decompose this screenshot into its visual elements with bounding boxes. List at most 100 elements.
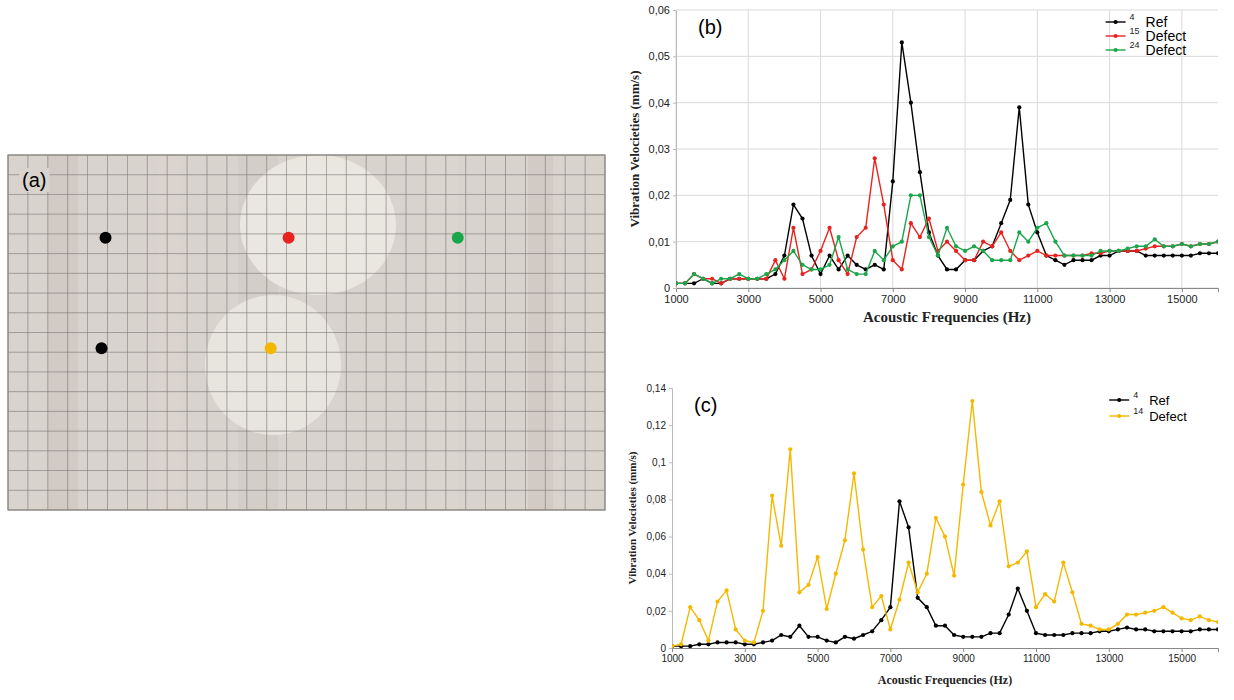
legend-swatch-marker bbox=[1117, 414, 1121, 418]
series-marker bbox=[706, 642, 710, 646]
series-marker bbox=[837, 235, 841, 239]
series-marker bbox=[952, 633, 956, 637]
series-marker bbox=[888, 627, 892, 631]
series-marker bbox=[825, 607, 829, 611]
series-marker bbox=[1180, 253, 1184, 257]
x-axis-title: Acoustic Frequencies (Hz) bbox=[863, 309, 1031, 326]
measurement-point bbox=[100, 232, 112, 244]
figure: (a)1000300050007000900011000130001500000… bbox=[0, 0, 1234, 700]
series-marker bbox=[1180, 629, 1184, 633]
y-tick: 0,08 bbox=[647, 494, 672, 505]
series-marker bbox=[737, 277, 741, 281]
series-marker bbox=[963, 258, 967, 262]
series-marker bbox=[1008, 198, 1012, 202]
series-marker bbox=[998, 499, 1002, 503]
grid-line-y bbox=[8, 431, 605, 432]
series-marker bbox=[1144, 253, 1148, 257]
legend-swatch-marker bbox=[1117, 398, 1121, 402]
series-marker bbox=[934, 516, 938, 520]
series-marker bbox=[746, 277, 750, 281]
x-tick-label: 15000 bbox=[1168, 653, 1196, 664]
series-marker bbox=[737, 272, 741, 276]
series-marker bbox=[710, 281, 714, 285]
legend: 4Ref15Defect24Defect bbox=[1106, 12, 1187, 58]
series-marker bbox=[1098, 249, 1102, 253]
series-marker bbox=[1161, 629, 1165, 633]
plate-background bbox=[8, 155, 605, 510]
series-marker bbox=[809, 253, 813, 257]
series-marker bbox=[809, 267, 813, 271]
series-marker bbox=[782, 277, 786, 281]
series-marker bbox=[855, 272, 859, 276]
series-marker bbox=[873, 263, 877, 267]
y-tick-mark bbox=[669, 499, 672, 500]
x-tick: 3000 bbox=[737, 288, 761, 305]
series-marker bbox=[818, 272, 822, 276]
y-tick-mark bbox=[673, 242, 676, 243]
series-marker bbox=[1152, 629, 1156, 633]
series-marker bbox=[954, 244, 958, 248]
y-tick: 0 bbox=[660, 643, 672, 654]
y-tick: 0,01 bbox=[649, 236, 676, 248]
series-marker bbox=[1198, 614, 1202, 618]
series-marker bbox=[1098, 627, 1102, 631]
series-marker bbox=[764, 272, 768, 276]
y-tick: 0,02 bbox=[649, 189, 676, 201]
x-tick-label: 9000 bbox=[953, 293, 977, 305]
series-marker bbox=[961, 635, 965, 639]
y-tick-label: 0,05 bbox=[649, 50, 670, 62]
y-tick: 0,02 bbox=[647, 606, 672, 617]
series-marker bbox=[1108, 249, 1112, 253]
series-marker bbox=[782, 253, 786, 257]
x-tick-label: 11000 bbox=[1023, 653, 1051, 664]
series-marker bbox=[1189, 253, 1193, 257]
series-marker bbox=[827, 253, 831, 257]
plate-frame bbox=[8, 155, 605, 510]
series-marker bbox=[1144, 244, 1148, 248]
x-tick-label: 11000 bbox=[1023, 293, 1053, 305]
series-marker bbox=[1044, 253, 1048, 257]
series-marker bbox=[825, 638, 829, 642]
x-tick: 9000 bbox=[953, 288, 977, 305]
series-marker bbox=[897, 499, 901, 503]
y-tick-mark bbox=[673, 149, 676, 150]
series-marker bbox=[697, 642, 701, 646]
series-marker bbox=[861, 633, 865, 637]
series-marker bbox=[1207, 242, 1211, 246]
series-marker bbox=[788, 447, 792, 451]
series-marker bbox=[1007, 564, 1011, 568]
legend-annotation: Defect bbox=[1149, 409, 1187, 424]
legend-swatch-marker bbox=[1114, 34, 1118, 38]
y-tick-mark bbox=[669, 574, 672, 575]
series-marker bbox=[843, 538, 847, 542]
series-marker bbox=[728, 277, 732, 281]
y-tick: 0,04 bbox=[647, 568, 672, 579]
x-tick: 5000 bbox=[807, 648, 830, 664]
x-tick: 11000 bbox=[1023, 288, 1053, 305]
series-marker bbox=[1198, 242, 1202, 246]
y-tick-mark bbox=[669, 462, 672, 463]
series-marker bbox=[672, 644, 674, 648]
series-marker bbox=[1117, 249, 1121, 253]
series-marker bbox=[1007, 612, 1011, 616]
series-marker bbox=[1216, 240, 1218, 244]
series-marker bbox=[1170, 611, 1174, 615]
legend-annotation: Defect bbox=[1146, 42, 1187, 58]
series-marker bbox=[1017, 230, 1021, 234]
series-marker bbox=[1108, 249, 1112, 253]
x-tick: 15000 bbox=[1167, 288, 1198, 305]
series-marker bbox=[701, 277, 705, 281]
series-marker bbox=[1089, 631, 1093, 635]
grid-line-y bbox=[8, 174, 605, 175]
series-marker bbox=[734, 640, 738, 644]
series-marker bbox=[918, 170, 922, 174]
series-marker bbox=[972, 244, 976, 248]
series-marker bbox=[779, 544, 783, 548]
series-marker bbox=[891, 258, 895, 262]
series-marker bbox=[827, 263, 831, 267]
y-tick: 0 bbox=[664, 282, 676, 294]
series-marker bbox=[725, 640, 729, 644]
grid-line-y bbox=[8, 194, 605, 195]
grid-line-y bbox=[676, 10, 1218, 11]
series-line bbox=[676, 42, 1218, 283]
